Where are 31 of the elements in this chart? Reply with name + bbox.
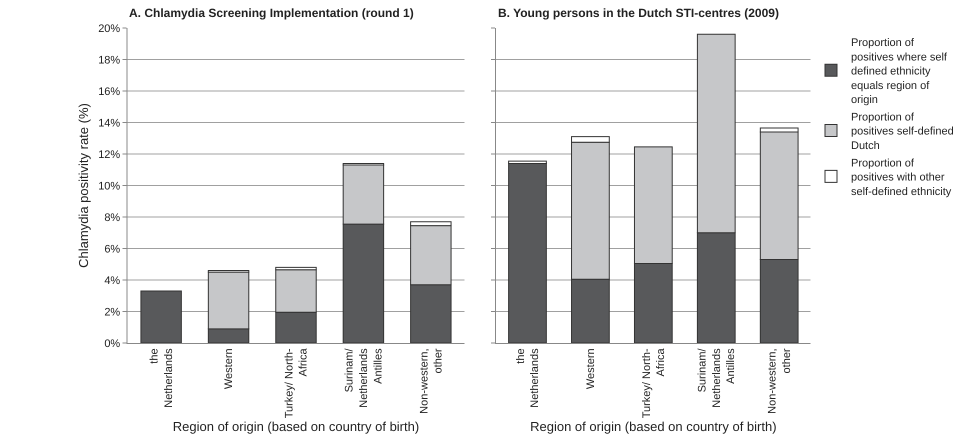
- x-tick-label: Turkey/ North- Africa: [640, 348, 668, 418]
- y-tick-label: 16%: [98, 86, 120, 98]
- legend-label: Proportion of positives self-defined Dutch: [851, 111, 954, 152]
- y-tick-label: 12%: [98, 148, 120, 161]
- x-tick-label: Non-western, other: [766, 348, 793, 414]
- y-tick-label: 0%: [104, 338, 120, 350]
- bar: [508, 162, 547, 343]
- y-tick-label: 10%: [98, 180, 120, 192]
- y-tick-label: 4%: [104, 274, 120, 287]
- y-axis-title: Chlamydia positivity rate (%): [76, 103, 92, 268]
- x-axis-title: Region of origin (based on country of birth): [530, 418, 777, 434]
- y-tick-label: 18%: [98, 54, 120, 66]
- x-tick-label: the Netherlands: [148, 348, 175, 408]
- y-tick-label: 2%: [104, 306, 120, 318]
- y-tick-label: 6%: [104, 243, 120, 256]
- chart-title: B. Young persons in the Dutch STI-centres (2009): [498, 6, 779, 20]
- legend-label: Proportion of positives where self defined ethnicity equals region of origin: [851, 36, 948, 106]
- y-tick-label: 20%: [98, 22, 120, 35]
- x-tick-label: Turkey/ North- Africa: [283, 348, 310, 418]
- y-tick-label: 8%: [104, 212, 120, 224]
- x-tick-label: Non-western, other: [418, 348, 445, 414]
- y-tick-label: 14%: [98, 117, 120, 130]
- x-tick-label: Surinam/ Netherlands Antilles: [696, 347, 738, 408]
- x-tick-label: Western: [584, 348, 597, 390]
- x-tick-label: Surinam/ Netherlands Antilles: [344, 347, 384, 408]
- chart-title: A. Chlamydia Screening Implementation (round 1): [129, 6, 414, 20]
- bar: [140, 290, 182, 343]
- x-tick-label: Western: [223, 348, 236, 390]
- legend-label: Proportion of positives with other self-defined ethnicity: [851, 157, 952, 198]
- x-axis-title: Region of origin (based on country of birth): [172, 418, 420, 434]
- x-tick-label: the Netherlands: [514, 348, 542, 408]
